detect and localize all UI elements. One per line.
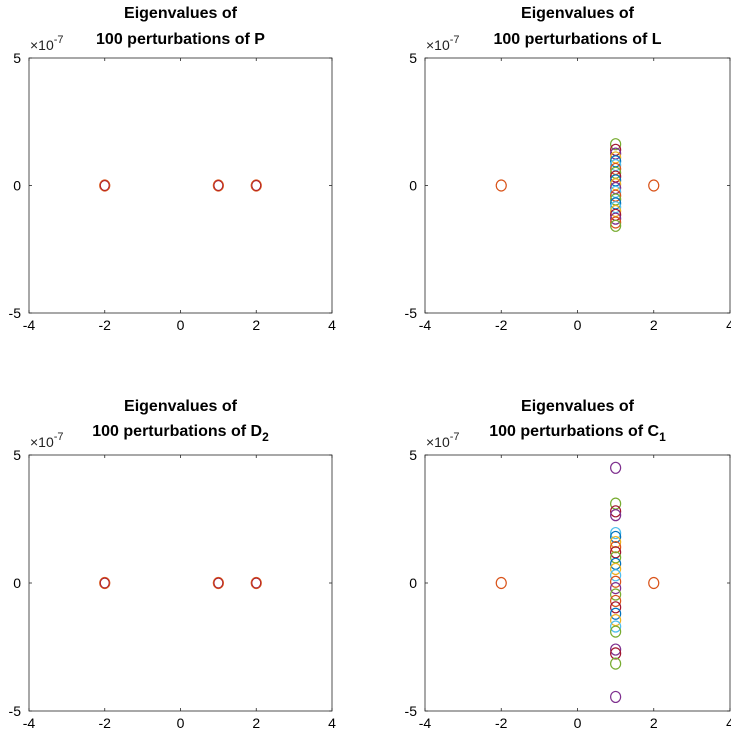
- data-point: [610, 594, 622, 608]
- data-point: [610, 562, 622, 576]
- x-tick-label: 4: [726, 317, 731, 333]
- data-point: [610, 530, 622, 544]
- chart-panel-2: -4 -2 0 2 4 5 0 -5 ×10-7 Eigenvalues of 100 pertur…: [405, 5, 731, 333]
- x-tick-label: -4: [419, 317, 432, 333]
- axes-frame: [28, 57, 333, 314]
- data-point: [610, 647, 622, 660]
- data-point: [610, 219, 622, 232]
- data-point: [610, 461, 622, 474]
- axes-frame: [28, 454, 333, 712]
- data-point: [610, 216, 622, 229]
- data-point: [99, 576, 111, 590]
- data-point-overlap: [251, 180, 261, 191]
- data-point: [250, 576, 262, 590]
- x-tick-label: 0: [177, 317, 185, 333]
- y-tick-label: 5: [409, 50, 417, 66]
- data-point: [610, 643, 622, 656]
- data-point: [610, 625, 622, 638]
- data-point: [610, 607, 622, 620]
- data-point: [212, 576, 224, 590]
- x-tick-label: 2: [252, 715, 260, 731]
- y-tick-label: 5: [13, 447, 21, 463]
- data-point: [610, 575, 622, 588]
- x-tick-label: 0: [177, 715, 185, 731]
- chart-panel-3: -4 -2 0 2 4 5 0 -5 ×10-7 Eigenvalues of 100 pertur…: [9, 398, 337, 731]
- data-point: [610, 541, 622, 554]
- chart-panel-1: -4 -2 0 2 4 5 0 -5 ×10-7 Eigenvalues of 100 pertur…: [9, 5, 337, 333]
- data-point-overlap: [213, 577, 224, 589]
- data-point: [610, 535, 622, 549]
- data-point: [648, 576, 660, 590]
- x-tick-label: 0: [574, 715, 582, 731]
- x-tick-label: 2: [650, 715, 658, 731]
- y-tick-label: -5: [405, 703, 418, 719]
- data-point: [250, 179, 262, 192]
- x-tick-label: -4: [23, 317, 36, 333]
- x-tick-label: 4: [726, 715, 731, 731]
- y-exponent-label: ×10-7: [30, 34, 64, 53]
- data-point: [99, 179, 111, 192]
- data-point: [610, 509, 622, 522]
- x-tick-label: 2: [650, 317, 658, 333]
- x-tick-label: -4: [419, 715, 432, 731]
- axes-frame: [424, 454, 731, 712]
- x-tick-label: -4: [23, 715, 36, 731]
- y-tick-label: 0: [13, 575, 21, 591]
- x-tick-label: -2: [99, 715, 112, 731]
- y-exponent-label: ×10-7: [30, 431, 64, 450]
- data-point: [610, 620, 622, 633]
- y-tick-label: 0: [409, 575, 417, 591]
- y-tick-label: -5: [9, 305, 22, 321]
- data-point: [610, 212, 622, 225]
- x-tick-label: -2: [495, 715, 508, 731]
- y-tick-label: 0: [13, 178, 21, 194]
- data-point: [610, 569, 622, 582]
- chart-title-line2: 100 perturbations of L: [493, 31, 661, 48]
- chart-title-line1: Eigenvalues of: [521, 5, 635, 22]
- x-tick-label: 4: [328, 715, 336, 731]
- y-tick-label: 5: [13, 50, 21, 66]
- data-point: [495, 576, 507, 590]
- chart-title-line2: 100 perturbations of P: [96, 31, 265, 48]
- chart-panel-4: -4 -2 0 2 4 5 0 -5 ×10-7 Eigenvalues of 100 pertur…: [405, 398, 731, 731]
- data-point: [610, 588, 622, 601]
- data-point-overlap: [100, 180, 110, 191]
- y-tick-label: -5: [405, 305, 418, 321]
- chart-title-line1: Eigenvalues of: [124, 5, 238, 22]
- y-exponent-label: ×10-7: [426, 34, 460, 53]
- data-point: [610, 657, 622, 670]
- data-point-overlap: [213, 180, 224, 191]
- data-point: [610, 614, 622, 627]
- data-point: [610, 601, 622, 614]
- x-tick-label: 0: [574, 317, 582, 333]
- data-point: [212, 179, 224, 192]
- y-tick-label: 0: [409, 178, 417, 194]
- axes-frame: [424, 57, 731, 314]
- chart-title-line2: 100 perturbations of D2: [92, 423, 269, 444]
- chart-title-line2: 100 perturbations of C1: [489, 423, 666, 444]
- x-tick-label: 4: [328, 317, 336, 333]
- data-point-overlap: [251, 577, 261, 589]
- data-point-overlap: [100, 577, 110, 589]
- y-tick-label: 5: [409, 447, 417, 463]
- data-point: [610, 505, 622, 518]
- chart-title-line1: Eigenvalues of: [521, 398, 635, 415]
- x-tick-label: -2: [495, 317, 508, 333]
- data-point: [610, 690, 622, 704]
- data-point: [610, 526, 622, 540]
- x-tick-label: -2: [99, 317, 112, 333]
- chart-title-line1: Eigenvalues of: [124, 398, 238, 415]
- data-point: [610, 138, 622, 151]
- data-point: [610, 582, 622, 595]
- x-tick-label: 2: [252, 317, 260, 333]
- data-point: [495, 179, 507, 192]
- y-tick-label: -5: [9, 703, 22, 719]
- y-exponent-label: ×10-7: [426, 431, 460, 450]
- data-point: [648, 179, 660, 192]
